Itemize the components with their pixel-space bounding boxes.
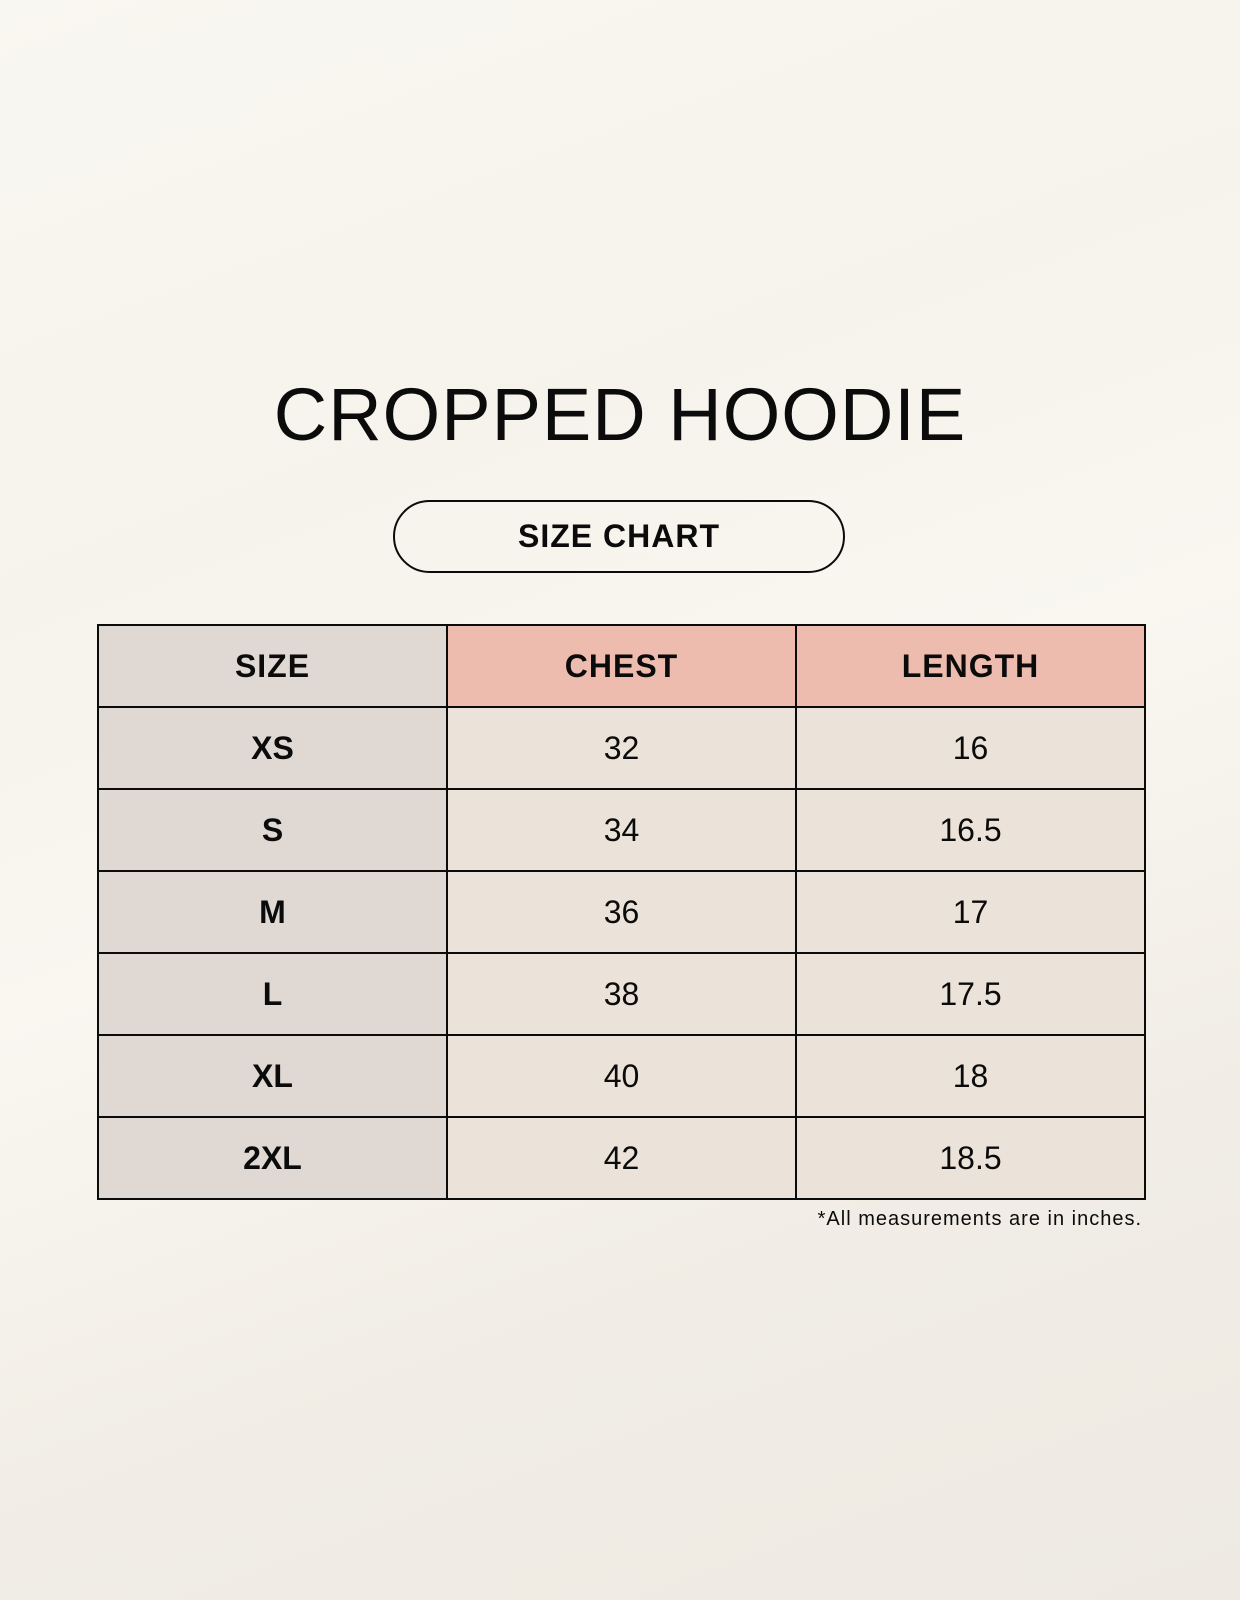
chest-cell: 36 bbox=[446, 870, 797, 954]
size-chart-label: SIZE CHART bbox=[393, 500, 845, 573]
chest-cell: 38 bbox=[446, 952, 797, 1036]
table-row: L 38 17.5 bbox=[97, 952, 1146, 1036]
table-row: 2XL 42 18.5 bbox=[97, 1116, 1146, 1200]
header-size: SIZE bbox=[97, 624, 448, 708]
length-cell: 18.5 bbox=[795, 1116, 1146, 1200]
table-row: XL 40 18 bbox=[97, 1034, 1146, 1118]
length-cell: 17.5 bbox=[795, 952, 1146, 1036]
chest-cell: 32 bbox=[446, 706, 797, 790]
page-title: CROPPED HOODIE bbox=[273, 373, 967, 456]
size-cell: S bbox=[97, 788, 448, 872]
table-row: S 34 16.5 bbox=[97, 788, 1146, 872]
header-length: LENGTH bbox=[795, 624, 1146, 708]
size-table: SIZE CHEST LENGTH XS 32 16 S 34 16.5 M 36 17 L 38 1… bbox=[97, 624, 1146, 1200]
table-header-row: SIZE CHEST LENGTH bbox=[97, 624, 1146, 708]
length-cell: 16.5 bbox=[795, 788, 1146, 872]
table-row: XS 32 16 bbox=[97, 706, 1146, 790]
footnote: *All measurements are in inches. bbox=[817, 1208, 1142, 1230]
length-cell: 16 bbox=[795, 706, 1146, 790]
size-cell: M bbox=[97, 870, 448, 954]
chest-cell: 42 bbox=[446, 1116, 797, 1200]
size-cell: XL bbox=[97, 1034, 448, 1118]
length-cell: 18 bbox=[795, 1034, 1146, 1118]
chest-cell: 40 bbox=[446, 1034, 797, 1118]
length-cell: 17 bbox=[795, 870, 1146, 954]
header-chest: CHEST bbox=[446, 624, 797, 708]
size-cell: 2XL bbox=[97, 1116, 448, 1200]
chest-cell: 34 bbox=[446, 788, 797, 872]
table-row: M 36 17 bbox=[97, 870, 1146, 954]
size-cell: L bbox=[97, 952, 448, 1036]
size-cell: XS bbox=[97, 706, 448, 790]
